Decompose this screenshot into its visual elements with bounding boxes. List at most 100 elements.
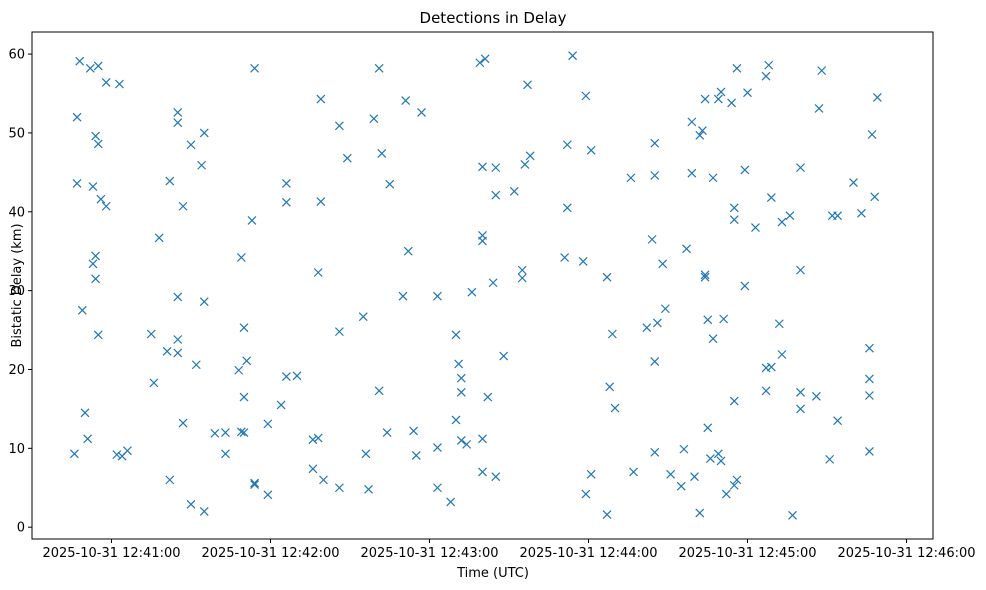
data-point [721, 489, 731, 499]
data-point [467, 287, 477, 297]
data-point [433, 291, 442, 301]
data-point [647, 234, 657, 244]
data-point [221, 449, 230, 459]
data-point [239, 323, 249, 333]
data-point [72, 112, 82, 122]
data-point [210, 428, 220, 438]
data-point [708, 334, 718, 344]
data-point [313, 433, 323, 443]
data-point [401, 96, 411, 106]
data-point [700, 94, 710, 104]
data-point [173, 292, 183, 302]
data-point [398, 291, 408, 301]
data-point [719, 314, 729, 324]
data-point [191, 360, 201, 370]
data-point [475, 58, 485, 68]
data-point [250, 478, 260, 488]
data-point [727, 98, 737, 108]
x-tick-label: 2025-10-31 12:42:00 [201, 546, 339, 561]
data-point [703, 423, 713, 433]
data-point [729, 396, 739, 406]
x-tick-label: 2025-10-31 12:44:00 [519, 546, 657, 561]
data-point [374, 63, 384, 73]
data-point [825, 454, 835, 464]
data-point [93, 139, 103, 149]
data-point [292, 371, 302, 381]
x-tick-label: 2025-10-31 12:41:00 [42, 546, 180, 561]
data-point [411, 450, 421, 460]
data-point [766, 362, 776, 372]
data-point [478, 236, 487, 246]
data-point [101, 201, 111, 211]
data-point [165, 176, 175, 186]
data-point [122, 446, 132, 456]
data-point [857, 208, 866, 218]
data-point [199, 506, 209, 516]
data-point [700, 270, 710, 280]
y-tick-label: 50 [8, 126, 25, 141]
data-point [796, 163, 805, 173]
data-point [751, 223, 760, 232]
data-point [491, 472, 501, 482]
data-point [276, 400, 286, 410]
y-axis: 0 10 20 30 40 50 60 [8, 48, 32, 536]
data-point [334, 483, 344, 493]
plot-frame [31, 31, 934, 540]
data-points [69, 51, 882, 520]
data-point [112, 450, 122, 460]
data-point [713, 94, 723, 104]
data-point [374, 386, 384, 396]
data-point [732, 63, 742, 73]
data-point [520, 160, 530, 169]
data-point [774, 319, 784, 329]
y-tick-label: 60 [8, 48, 25, 63]
data-point [629, 467, 638, 477]
data-point [334, 121, 344, 131]
data-point [91, 131, 101, 141]
data-point [729, 480, 739, 490]
data-point [562, 140, 572, 150]
data-point [91, 251, 101, 261]
data-point [236, 253, 246, 262]
data-point [872, 93, 882, 102]
data-point [313, 268, 323, 277]
data-point [409, 426, 419, 436]
data-point [676, 481, 686, 491]
data-point [199, 128, 209, 138]
data-point [385, 179, 395, 189]
data-point [864, 391, 874, 400]
data-point [165, 475, 175, 485]
data-point [358, 312, 368, 322]
data-point [740, 281, 750, 291]
data-point [162, 346, 172, 356]
data-point [602, 510, 612, 519]
data-point [454, 359, 464, 369]
data-point [281, 197, 291, 207]
data-point [491, 163, 501, 173]
data-point [610, 403, 620, 413]
data-point [377, 149, 387, 158]
data-point [364, 484, 373, 494]
data-point [658, 259, 668, 269]
data-point [247, 216, 257, 225]
data-point [650, 171, 660, 180]
data-point [456, 387, 466, 397]
data-point [221, 428, 230, 437]
data-point [870, 192, 880, 202]
data-point [568, 51, 578, 61]
data-point [83, 434, 93, 444]
data-point [562, 203, 572, 213]
data-point [716, 87, 726, 97]
data-point [149, 378, 159, 388]
data-point [173, 335, 183, 344]
data-point [687, 117, 697, 127]
data-point [525, 151, 535, 161]
data-point [626, 173, 636, 183]
data-point [811, 391, 821, 401]
data-point [334, 327, 344, 337]
data-point [96, 194, 106, 204]
data-point [817, 66, 827, 76]
data-point [316, 94, 326, 104]
